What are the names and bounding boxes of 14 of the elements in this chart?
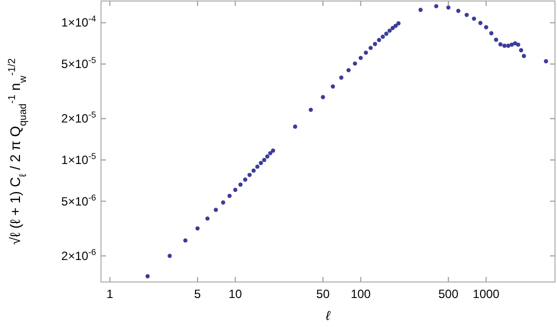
x-tick-label: 50: [316, 287, 330, 301]
x-tick-label: 500: [438, 287, 459, 301]
y-tick-label: 1×10$^{-4}$: [61, 14, 96, 30]
y-tick-label: 5×10$^{-5}$: [61, 55, 96, 72]
y-tick-label: 2×10$^{-5}$: [61, 110, 96, 126]
y-tick-label: 1×10$^{-5}$: [61, 150, 96, 167]
x-axis-title: ℓ: [324, 308, 331, 323]
x-tick-label: 1000: [472, 287, 500, 301]
y-tick-label: 2×10$^{-6}$: [61, 246, 96, 263]
x-tick-label: 5: [194, 287, 202, 301]
x-tick-label: 10: [228, 287, 242, 301]
y-tick-label: 5×10$^{-6}$: [61, 192, 96, 208]
x-tick-label: 1: [106, 287, 114, 301]
x-tick-label: 100: [350, 287, 372, 301]
